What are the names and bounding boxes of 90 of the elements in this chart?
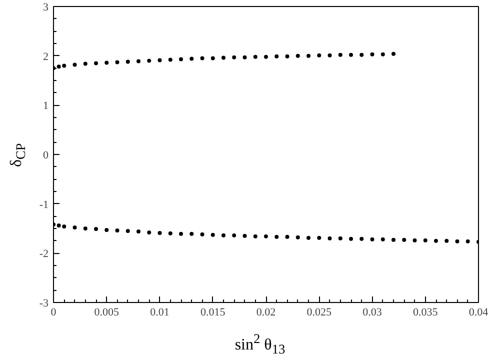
- point: [147, 230, 152, 234]
- point: [158, 230, 162, 235]
- point: [136, 229, 140, 234]
- point: [349, 52, 353, 57]
- point: [94, 226, 98, 231]
- point: [253, 54, 258, 59]
- point: [455, 239, 460, 244]
- point: [104, 60, 109, 65]
- point: [380, 237, 385, 242]
- point: [264, 54, 268, 59]
- point: [360, 236, 364, 241]
- point: [62, 64, 66, 68]
- x-axis-title: sin$^{2}$ θ$_{13}$: [234, 330, 286, 356]
- y-tick-label: 3: [43, 2, 49, 14]
- point: [328, 53, 332, 58]
- point: [56, 224, 61, 228]
- point: [83, 62, 88, 66]
- point: [200, 56, 204, 60]
- point: [392, 238, 396, 242]
- point: [190, 232, 194, 236]
- point: [285, 54, 290, 58]
- y-tick-label: 1: [43, 100, 48, 112]
- point: [412, 238, 417, 242]
- point: [168, 231, 172, 236]
- point: [232, 55, 236, 60]
- point: [328, 236, 332, 240]
- point: [179, 232, 183, 236]
- point: [306, 236, 310, 240]
- x-tick-label: 0.005: [94, 306, 120, 318]
- point: [94, 61, 98, 66]
- point: [306, 54, 310, 58]
- point: [222, 233, 226, 238]
- point: [296, 54, 300, 58]
- point: [115, 60, 120, 64]
- point: [380, 52, 385, 56]
- point: [158, 58, 162, 62]
- point: [210, 56, 215, 60]
- point: [296, 235, 300, 240]
- point: [136, 59, 140, 64]
- point: [338, 52, 342, 57]
- point: [264, 234, 268, 238]
- point: [242, 234, 247, 238]
- point: [253, 234, 258, 238]
- point: [338, 236, 342, 240]
- point: [222, 56, 226, 60]
- point: [83, 226, 88, 230]
- point: [444, 238, 449, 243]
- x-tick-label: 0.04: [468, 306, 489, 318]
- point: [402, 238, 406, 242]
- point: [200, 232, 204, 236]
- point: [232, 233, 236, 238]
- x-tick-label: 0.03: [362, 306, 382, 318]
- y-tick-label: -2: [39, 248, 49, 260]
- x-tick-label: 0.025: [306, 306, 332, 318]
- x-tick-label: 0.02: [256, 306, 276, 318]
- point: [72, 62, 77, 67]
- point: [147, 58, 152, 63]
- x-tick-label: 0.01: [150, 306, 170, 318]
- x-tick-label: 0: [50, 306, 57, 318]
- point: [274, 234, 279, 239]
- x-tick-label: 0.015: [200, 306, 226, 318]
- y-tick-label: -3: [39, 298, 49, 310]
- x-tick-label: 0.035: [413, 306, 438, 318]
- point: [104, 228, 109, 232]
- point: [392, 52, 396, 56]
- point: [466, 239, 470, 244]
- point: [317, 53, 322, 58]
- y-tick-label: 2: [43, 50, 48, 63]
- point: [56, 64, 61, 69]
- point: [360, 52, 364, 57]
- y-tick-label: -1: [39, 198, 49, 211]
- point: [190, 56, 194, 61]
- point: [274, 54, 279, 58]
- point: [126, 228, 130, 233]
- point: [423, 238, 428, 242]
- point: [115, 228, 120, 232]
- point: [370, 237, 374, 242]
- y-tick-label: 0: [43, 150, 49, 162]
- point: [168, 58, 172, 62]
- point: [434, 238, 438, 243]
- point: [126, 60, 130, 64]
- point: [370, 52, 374, 56]
- point: [62, 224, 66, 229]
- point: [349, 236, 353, 241]
- point: [317, 236, 322, 240]
- point: [179, 57, 183, 62]
- point: [285, 234, 290, 239]
- point: [210, 232, 215, 237]
- point: [242, 55, 247, 60]
- point: [72, 226, 77, 230]
